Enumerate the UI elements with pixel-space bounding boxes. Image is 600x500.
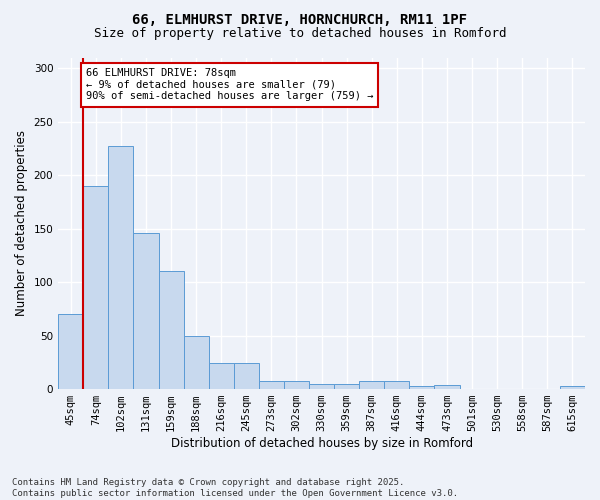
Bar	[158, 272, 184, 389]
Bar	[385, 380, 409, 389]
Bar	[359, 380, 385, 389]
Bar	[284, 380, 309, 389]
Bar	[209, 364, 234, 389]
X-axis label: Distribution of detached houses by size in Romford: Distribution of detached houses by size …	[170, 437, 473, 450]
Bar	[259, 380, 284, 389]
Bar	[83, 186, 109, 389]
Text: 66, ELMHURST DRIVE, HORNCHURCH, RM11 1PF: 66, ELMHURST DRIVE, HORNCHURCH, RM11 1PF	[133, 12, 467, 26]
Bar	[133, 233, 158, 389]
Bar	[560, 386, 585, 389]
Bar	[409, 386, 434, 389]
Bar	[58, 314, 83, 389]
Bar	[184, 336, 209, 389]
Bar	[309, 384, 334, 389]
Text: Contains HM Land Registry data © Crown copyright and database right 2025.
Contai: Contains HM Land Registry data © Crown c…	[12, 478, 458, 498]
Bar	[109, 146, 133, 389]
Text: Size of property relative to detached houses in Romford: Size of property relative to detached ho…	[94, 28, 506, 40]
Bar	[234, 364, 259, 389]
Y-axis label: Number of detached properties: Number of detached properties	[15, 130, 28, 316]
Bar	[434, 385, 460, 389]
Text: 66 ELMHURST DRIVE: 78sqm
← 9% of detached houses are smaller (79)
90% of semi-de: 66 ELMHURST DRIVE: 78sqm ← 9% of detache…	[86, 68, 373, 102]
Bar	[334, 384, 359, 389]
